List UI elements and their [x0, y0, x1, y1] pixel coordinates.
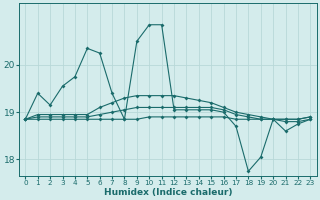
X-axis label: Humidex (Indice chaleur): Humidex (Indice chaleur) [104, 188, 232, 197]
